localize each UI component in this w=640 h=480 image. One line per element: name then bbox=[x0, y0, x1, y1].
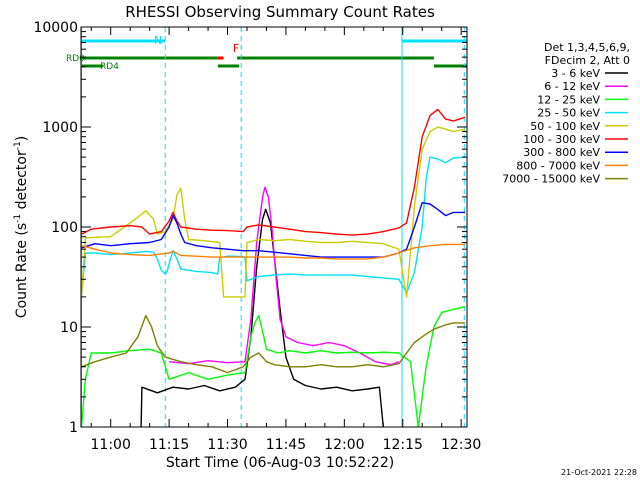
legend-label-0: 3 - 6 keV bbox=[551, 67, 600, 80]
legend-label-2: 12 - 25 keV bbox=[537, 93, 600, 106]
legend-header-line-2: FDecim 2, Att 0 bbox=[545, 54, 630, 67]
legend-label-1: 6 - 12 keV bbox=[544, 80, 600, 93]
legend-label-5: 100 - 300 keV bbox=[523, 133, 600, 146]
series-line-0 bbox=[140, 208, 384, 428]
y-axis-label-main: Count Rate (s bbox=[14, 223, 30, 318]
x-tick-label-6: 12:30 bbox=[441, 437, 481, 453]
series-line-3 bbox=[80, 156, 466, 297]
y-axis-label: Count Rate (s-1 detector-1) bbox=[13, 136, 30, 318]
x-tick-label-1: 11:15 bbox=[149, 437, 189, 453]
series-line-4 bbox=[80, 126, 466, 298]
x-tick-label-0: 11:00 bbox=[91, 437, 131, 453]
series-line-2 bbox=[80, 305, 466, 428]
y-axis: 1 10 100 1000 10000 bbox=[33, 20, 467, 436]
x-tick-label-5: 12:15 bbox=[383, 437, 423, 453]
y-axis-label-middle: detector bbox=[14, 150, 30, 214]
y-axis-label-superscript: -1 bbox=[13, 214, 23, 223]
series-line-8 bbox=[81, 314, 466, 374]
legend-label-3: 25 - 50 keV bbox=[537, 107, 600, 120]
legend: Det 1,3,4,5,6,9, FDecim 2, Att 0 3 - 6 k… bbox=[502, 41, 630, 186]
legend-label-4: 50 - 100 keV bbox=[530, 120, 600, 133]
flag-label-3: RD4 bbox=[100, 62, 119, 72]
y-axis-label-end: ) bbox=[14, 136, 30, 141]
series-line-7 bbox=[81, 243, 466, 260]
legend-label-7: 800 - 7000 keV bbox=[516, 159, 600, 172]
y-tick-label-3: 1000 bbox=[42, 120, 78, 136]
x-tick-label-2: 11:30 bbox=[207, 437, 247, 453]
flag-label-1: F bbox=[233, 42, 239, 55]
legend-label-6: 300 - 800 keV bbox=[523, 146, 600, 159]
x-axis-label: Start Time (06-Aug-03 10:52:22) bbox=[166, 455, 394, 471]
x-axis: 11:00 11:15 11:30 11:45 12:00 12:15 12:30 bbox=[91, 27, 481, 453]
series-line-1 bbox=[169, 186, 400, 366]
series-line-6 bbox=[81, 202, 466, 258]
y-tick-label-1: 10 bbox=[60, 320, 78, 336]
flag-layer: N F RD0 RD4 bbox=[66, 34, 467, 72]
y-axis-label-superscript-2: -1 bbox=[13, 141, 23, 150]
series-layer bbox=[80, 108, 466, 428]
y-tick-label-0: 1 bbox=[69, 420, 78, 436]
flag-label-0: N bbox=[154, 34, 162, 47]
legend-header-line-1: Det 1,3,4,5,6,9, bbox=[544, 41, 630, 54]
y-tick-label-4: 10000 bbox=[33, 20, 78, 36]
footer-timestamp: 21-Oct-2021 22:28 bbox=[561, 468, 637, 477]
legend-label-8: 7000 - 15000 keV bbox=[502, 173, 600, 186]
x-tick-label-3: 11:45 bbox=[266, 437, 306, 453]
chart-title: RHESSI Observing Summary Count Rates bbox=[125, 3, 435, 21]
x-tick-label-4: 12:00 bbox=[324, 437, 364, 453]
y-tick-label-2: 100 bbox=[51, 220, 78, 236]
series-line-5 bbox=[81, 108, 466, 236]
flag-label-2: RD0 bbox=[66, 54, 85, 64]
